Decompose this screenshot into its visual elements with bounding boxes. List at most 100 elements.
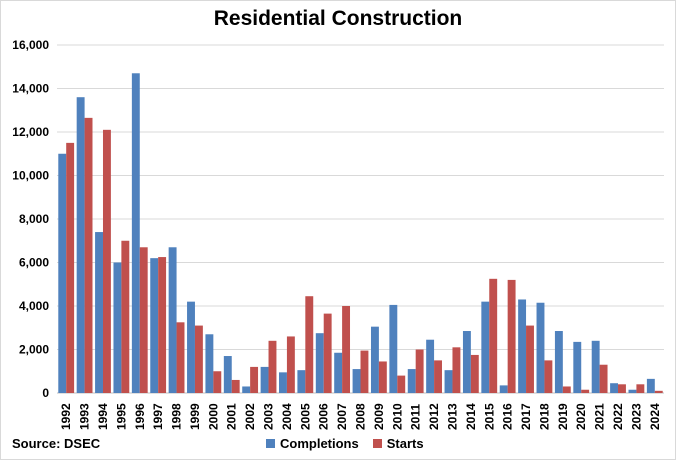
legend-label-starts: Starts bbox=[386, 436, 424, 451]
x-tick-label: 1996 bbox=[133, 403, 147, 430]
bar-starts bbox=[323, 313, 332, 393]
x-tick-label: 2021 bbox=[593, 403, 607, 430]
bar-completions bbox=[260, 366, 269, 393]
bar-completions bbox=[518, 299, 527, 393]
bar-completions bbox=[389, 304, 398, 393]
legend: Completions Starts bbox=[266, 436, 424, 451]
bar-starts bbox=[305, 296, 314, 393]
bar-starts bbox=[66, 142, 75, 393]
bar-completions bbox=[591, 340, 600, 393]
y-tick-label: 12,000 bbox=[12, 125, 49, 139]
bar-starts bbox=[526, 325, 534, 393]
bar-completions bbox=[407, 369, 416, 393]
y-tick-label: 4,000 bbox=[19, 299, 49, 313]
y-tick-label: 16,000 bbox=[12, 38, 49, 52]
x-tick-label: 2022 bbox=[611, 403, 625, 430]
x-tick-label: 2017 bbox=[519, 403, 533, 430]
x-tick-label: 2009 bbox=[372, 403, 386, 430]
bar-completions bbox=[426, 339, 435, 393]
bar-completions bbox=[76, 97, 85, 393]
bar-starts bbox=[618, 384, 626, 393]
x-tick-label: 1997 bbox=[151, 403, 165, 430]
bar-completions bbox=[499, 385, 508, 393]
x-tick-label: 2002 bbox=[243, 403, 257, 430]
x-tick-label: 2019 bbox=[556, 403, 570, 430]
bar-completions bbox=[573, 341, 582, 393]
legend-swatch-completions bbox=[266, 439, 275, 448]
x-tick-label: 2018 bbox=[537, 403, 551, 430]
bar-starts bbox=[139, 247, 148, 393]
chart-title: Residential Construction bbox=[213, 7, 463, 30]
x-tick-label: 2020 bbox=[574, 403, 588, 430]
bar-starts bbox=[286, 336, 295, 393]
bar-starts bbox=[507, 279, 516, 393]
bar-completions bbox=[297, 370, 306, 393]
x-tick-label: 2016 bbox=[501, 403, 515, 430]
bar-starts bbox=[415, 349, 424, 393]
bar-starts bbox=[378, 361, 387, 393]
y-tick-label: 10,000 bbox=[12, 169, 49, 183]
bar-completions bbox=[223, 356, 232, 393]
bar-starts bbox=[194, 325, 203, 393]
bar-completions bbox=[481, 301, 490, 393]
x-tick-label: 2008 bbox=[354, 403, 368, 430]
bar-completions bbox=[646, 378, 655, 393]
bar-completions bbox=[352, 369, 361, 393]
x-tick-label: 2013 bbox=[445, 403, 459, 430]
bar-completions bbox=[536, 302, 545, 393]
x-tick-label: 2004 bbox=[280, 403, 294, 430]
bar-completions bbox=[370, 326, 379, 393]
x-tick-label: 1994 bbox=[96, 403, 110, 430]
x-tick-label: 2000 bbox=[206, 403, 220, 430]
bar-completions bbox=[334, 352, 343, 393]
bar-completions bbox=[462, 331, 471, 393]
bar-completions bbox=[150, 258, 159, 393]
bar-completions bbox=[554, 331, 563, 393]
x-tick-label: 2014 bbox=[464, 403, 478, 430]
x-tick-label: 2003 bbox=[262, 403, 276, 430]
bar-starts bbox=[158, 257, 167, 393]
bar-completions bbox=[205, 334, 214, 393]
source-note: Source: DSEC bbox=[12, 436, 101, 451]
legend-item-completions: Completions bbox=[266, 436, 359, 451]
y-tick-label: 6,000 bbox=[19, 256, 49, 270]
bar-starts bbox=[121, 240, 130, 393]
x-tick-label: 2011 bbox=[409, 404, 423, 430]
x-tick-label: 1995 bbox=[114, 403, 128, 430]
bar-starts bbox=[342, 306, 351, 393]
legend-label-completions: Completions bbox=[280, 436, 359, 451]
bar-completions bbox=[242, 386, 251, 393]
bar-starts bbox=[636, 384, 645, 393]
bar-completions bbox=[315, 333, 324, 393]
bar-starts bbox=[452, 347, 461, 393]
bar-starts bbox=[231, 379, 240, 393]
x-tick-label: 1992 bbox=[59, 403, 73, 430]
bar-starts bbox=[599, 364, 608, 393]
bar-starts bbox=[581, 389, 590, 393]
bar-starts bbox=[654, 390, 663, 393]
y-tick-label: 8,000 bbox=[19, 212, 49, 226]
bar-starts bbox=[397, 375, 406, 393]
bar-starts bbox=[489, 278, 498, 393]
bar-completions bbox=[628, 389, 637, 393]
bar-starts bbox=[562, 386, 571, 393]
x-tick-label: 1998 bbox=[170, 403, 184, 430]
x-tick-label: 2012 bbox=[427, 403, 441, 430]
bar-starts bbox=[360, 350, 369, 393]
bar-completions bbox=[279, 372, 287, 393]
bar-starts bbox=[176, 322, 185, 393]
y-tick-label: 14,000 bbox=[12, 82, 49, 96]
bar-completions bbox=[95, 232, 103, 393]
y-tick-label: 2,000 bbox=[19, 343, 49, 357]
x-tick-label: 2015 bbox=[482, 403, 496, 430]
bar-starts bbox=[268, 340, 277, 393]
bar-completions bbox=[444, 370, 453, 393]
x-tick-label: 2023 bbox=[629, 403, 643, 430]
x-tick-label: 2001 bbox=[225, 403, 239, 430]
x-tick-label: 1999 bbox=[188, 403, 202, 430]
bar-starts bbox=[102, 129, 111, 393]
x-tick-label: 1993 bbox=[78, 403, 92, 430]
x-tick-label: 2006 bbox=[317, 403, 331, 430]
x-tick-label: 2024 bbox=[648, 403, 662, 430]
